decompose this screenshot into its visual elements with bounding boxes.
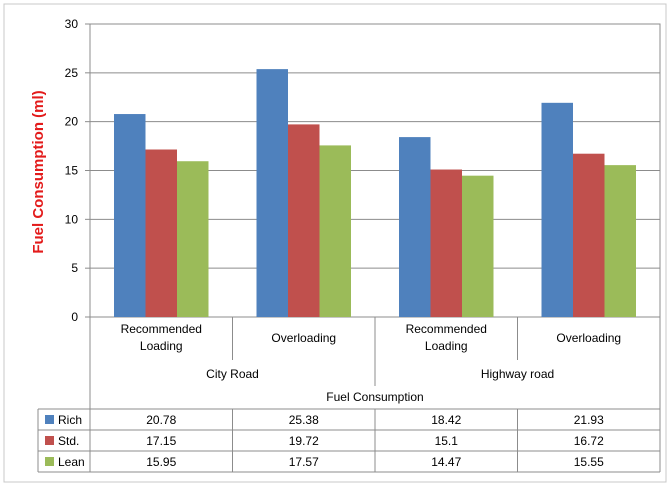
table-cell-0-1: 25.38 — [289, 413, 319, 427]
legend-label-rich: Rich — [58, 413, 82, 427]
bar-std-3 — [573, 153, 605, 317]
legend-swatch-std — [45, 436, 54, 445]
y-axis-label: Fuel Consumption (ml) — [30, 90, 47, 253]
bar-std-2 — [430, 169, 462, 317]
legend-label-lean: Lean — [58, 455, 85, 469]
legend-swatch-rich — [45, 415, 54, 424]
bars — [114, 69, 636, 317]
table-cell-0-0: 20.78 — [146, 413, 176, 427]
y-tick-label-4: 20 — [65, 115, 79, 129]
category-label-2-line2: Loading — [425, 339, 468, 353]
y-tick-label-3: 15 — [65, 164, 79, 178]
y-tick-label-0: 0 — [71, 310, 78, 324]
table-cell-0-2: 18.42 — [431, 413, 461, 427]
group-label-0: City Road — [206, 367, 259, 381]
table-cell-1-0: 17.15 — [146, 434, 176, 448]
y-ticks: 0 5 10 15 20 25 30 — [65, 17, 90, 324]
bar-lean-3 — [604, 165, 636, 317]
bar-rich-0 — [114, 114, 146, 317]
table-cell-2-3: 15.55 — [574, 455, 604, 469]
bar-lean-2 — [462, 175, 494, 317]
y-tick-label-6: 30 — [65, 17, 79, 31]
y-tick-label-5: 25 — [65, 66, 79, 80]
table-cell-1-2: 15.1 — [435, 434, 459, 448]
y-tick-label-2: 10 — [65, 212, 79, 226]
bar-rich-3 — [541, 102, 573, 317]
table-cell-2-0: 15.95 — [146, 455, 176, 469]
table-cell-2-2: 14.47 — [431, 455, 461, 469]
category-label-0-line2: Loading — [140, 339, 183, 353]
table-cell-2-1: 17.57 — [289, 455, 319, 469]
bar-std-1 — [288, 124, 320, 317]
bar-lean-0 — [177, 161, 209, 317]
bar-std-0 — [145, 149, 177, 317]
bar-lean-1 — [319, 145, 351, 317]
x-axis-label: Fuel Consumption — [326, 390, 423, 404]
category-label-3: Overloading — [556, 331, 621, 345]
category-label-0-line1: Recommended — [121, 322, 202, 336]
legend-label-std: Std. — [58, 434, 79, 448]
bar-rich-1 — [256, 69, 288, 317]
table-cell-1-3: 16.72 — [574, 434, 604, 448]
table-cell-1-1: 19.72 — [289, 434, 319, 448]
bar-rich-2 — [399, 137, 431, 317]
group-label-1: Highway road — [481, 367, 554, 381]
table-cell-0-3: 21.93 — [574, 413, 604, 427]
data-table: Recommended Loading Overloading Recommended… — [37, 317, 661, 473]
y-tick-label-1: 5 — [71, 261, 78, 275]
category-label-2-line1: Recommended — [406, 322, 487, 336]
category-label-1: Overloading — [271, 331, 336, 345]
legend-swatch-lean — [45, 457, 54, 466]
